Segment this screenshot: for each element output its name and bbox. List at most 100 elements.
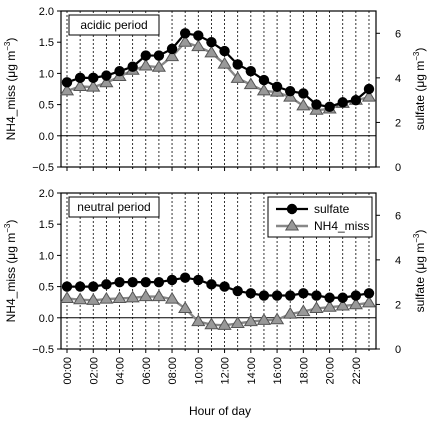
panel-1-nh4-miss-point	[361, 89, 377, 102]
panel-2-nh4-miss-point	[348, 297, 363, 310]
panel-1-left-axis-title: NH4_miss (μg m−3)	[3, 38, 18, 141]
panel-2-sulfate-point	[298, 288, 309, 299]
panel-2-nh4-miss-point	[335, 298, 350, 311]
panel-1-sulfate-point	[311, 99, 322, 110]
panel-1-right-axis-close: )	[413, 48, 427, 52]
panel-2-sulfate-point	[271, 290, 283, 301]
panel-2-nh4-miss-point	[361, 295, 377, 308]
panel-2-nh4-miss-point	[138, 289, 153, 302]
panel-1-sulfate-point	[101, 70, 112, 81]
panel-1-nh4-miss-point	[86, 79, 101, 92]
panel-2-nh4-miss-point	[86, 293, 101, 305]
panel-1-sulfate-point	[153, 50, 165, 61]
panel-1-sulfate-point	[298, 88, 309, 99]
panel-1-annotation-box	[68, 14, 160, 36]
panel-2-nh4-miss-point	[112, 291, 127, 303]
panel-2-nh4-miss-point	[309, 301, 324, 313]
panel-1-left-axis-title-text: NH4_miss (μg m	[4, 51, 18, 141]
panel-2-right-axis-title: sulfate (μg m−3)	[412, 230, 427, 313]
panel-2-nh4-miss-point	[217, 318, 232, 330]
panel-1-nh4-miss-point	[151, 59, 166, 72]
panel-2-right-tick-label: 2	[395, 299, 401, 311]
panel-2-sulfate-point	[324, 292, 335, 303]
panel-2-nh4-miss-point	[296, 304, 311, 317]
x-tick-label: 04:00	[115, 357, 127, 385]
panel-1-sulfate-point	[140, 50, 151, 61]
panel-1-left-axis-exponent: −3	[3, 41, 12, 51]
panel-1-left-tick-label: −0.5	[32, 162, 54, 174]
panel-1-nh4-miss-line	[66, 40, 370, 112]
panel-1-nh4-miss-point	[243, 77, 258, 90]
panel-2-nh4-miss-point	[230, 316, 245, 328]
panel-2-nh4-miss-point	[178, 301, 193, 313]
panel-2-right-tick-label: 6	[395, 210, 401, 222]
panel-2-left-tick-label: 2.0	[39, 188, 54, 200]
panel-2-left-axis-title-text: NH4_miss (μg m	[4, 233, 18, 323]
panel-2-plot-frame	[60, 192, 377, 350]
panel-2-left-tick-label: −0.5	[32, 344, 54, 356]
panel-1-left-tick-label: 2.0	[39, 6, 54, 18]
panel-2-sulfate-point	[88, 281, 99, 292]
x-tick-label: 12:00	[220, 357, 232, 385]
panel-1-right-tick-label: 2	[395, 117, 401, 129]
panel-1-sulfate-point	[363, 83, 375, 95]
panel-2-sulfate-line	[67, 276, 370, 299]
panel-2-nh4-miss-point	[204, 317, 219, 330]
panel-1-nh4-miss-point	[296, 98, 311, 111]
panel-1-right-axis-exponent: −3	[412, 51, 421, 61]
panel-2-right-tick-label: 4	[395, 255, 401, 267]
panel-2-right-axis-close: )	[413, 230, 427, 234]
panel-2-sulfate-point	[350, 290, 362, 301]
panel-2-sulfate-point	[245, 288, 257, 299]
panel-2-sulfate-point	[153, 276, 165, 288]
panel-1-sulfate-point	[127, 61, 138, 72]
panel-2-right-tick-label: 0	[395, 344, 401, 356]
panel-1-sulfate-point	[206, 37, 217, 48]
panel-2-left-tick-label: 1.0	[39, 250, 54, 262]
panel-2-sulfate-point	[363, 288, 375, 299]
panel-2-sulfate-point	[232, 285, 243, 297]
panel-1-nh4-miss-point	[191, 39, 206, 52]
panel-2-nh4-miss-point	[191, 314, 206, 327]
panel-1-nh4-miss-point	[59, 83, 75, 96]
panel-2-nh4-miss-point	[73, 292, 88, 305]
panel-2-sulfate-point	[258, 290, 270, 301]
panel-1-sulfate-point	[61, 77, 73, 88]
panel-1-right-tick-label: 4	[395, 73, 401, 85]
panel-2-sulfate-point	[61, 281, 73, 292]
x-tick-label: 16:00	[272, 357, 284, 385]
panel-2-nh4-miss-point	[99, 291, 114, 304]
panel-1-sulfate-point	[271, 81, 283, 92]
panel-2-left-tick-label: 0.0	[39, 313, 54, 325]
panel-1-sulfate-point	[245, 65, 257, 77]
panel-2-series-nh4-miss	[59, 289, 377, 330]
panel-1-nh4-miss-point	[99, 75, 114, 88]
panel-1-nh4-miss-point	[178, 35, 193, 47]
panel-1-sulfate-point	[114, 65, 125, 77]
panel-1-sulfate-point	[285, 86, 296, 97]
panel-2-annotation-label: neutral period	[77, 200, 150, 214]
panel-1-nh4-miss-point	[256, 83, 272, 96]
panel-1-sulfate-line	[66, 32, 370, 108]
x-tick-label: 00:00	[62, 357, 74, 385]
panel-2-sulfate-point	[337, 292, 348, 303]
panel-2-nh4-miss-point	[151, 289, 166, 302]
panel-2-left-tick-label: 1.5	[39, 219, 54, 231]
panel-1-right-axis-title-text: sulfate (μg m	[413, 61, 427, 131]
panel-1-left-tick-label: 1.5	[39, 37, 54, 49]
legend-nh4-miss-label: NH4_miss	[314, 219, 369, 233]
panel-1-right-axis-title: sulfate (μg m−3)	[412, 48, 427, 131]
panel-1-sulfate-point	[88, 72, 99, 84]
panel-1-sulfate-point	[337, 97, 348, 108]
panel-2-nh4-miss-point	[283, 306, 298, 319]
panel-1-left-tick-label: 1.0	[39, 68, 54, 80]
panel-1-plot-frame	[60, 10, 377, 168]
panel-2-sulfate-point	[74, 281, 86, 292]
panel-1-nh4-miss-point	[164, 49, 180, 62]
x-tick-label: 20:00	[325, 357, 337, 385]
panel-2-nh4-miss-point	[243, 314, 258, 327]
panel-1-sulfate-point	[258, 74, 270, 86]
x-tick-label: 06:00	[141, 357, 153, 385]
legend-sulfate-label: sulfate	[314, 202, 350, 216]
panel-2-sulfate-point	[206, 279, 217, 290]
